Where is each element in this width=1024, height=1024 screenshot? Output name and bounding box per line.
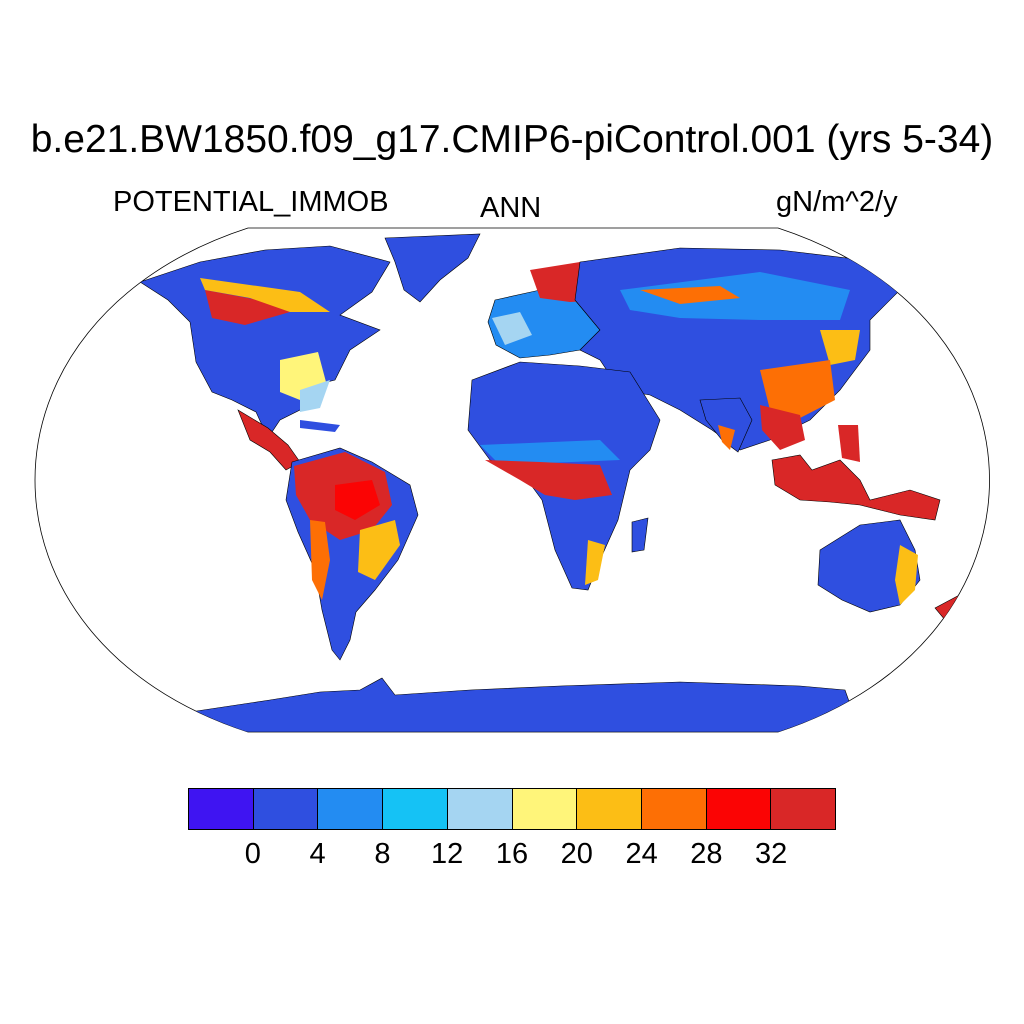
north-america-boreal-band (200, 278, 330, 312)
southeast-china (760, 360, 835, 418)
units-label: gN/m^2/y (776, 186, 898, 218)
amazon-core (335, 480, 380, 520)
greenland-region (384, 233, 481, 303)
colorbar-box (317, 788, 384, 830)
variable-label: POTENTIAL_IMMOB (113, 186, 389, 218)
colorbar-box (511, 788, 578, 830)
colorbar-box (640, 788, 707, 830)
colorbar (188, 788, 837, 830)
colorbar-box (446, 788, 513, 830)
colorbar-tick-label: 4 (309, 838, 326, 870)
colorbar-tick-label: 0 (244, 838, 261, 870)
colorbar-box (770, 788, 837, 830)
colorbar-tick-label: 28 (690, 838, 723, 870)
congo-basin (485, 460, 612, 500)
southeast-us (300, 380, 330, 412)
andes-band (310, 520, 330, 600)
indochina (760, 405, 805, 450)
colorbar-tick-label: 12 (431, 838, 464, 870)
philippines (838, 425, 860, 462)
colorbar-box (705, 788, 772, 830)
maritime-se-asia (771, 454, 941, 521)
colorbar-tick-label: 20 (560, 838, 593, 870)
western-europe (492, 312, 532, 345)
colorbar-tick-label: 8 (374, 838, 391, 870)
colorbar-box (382, 788, 448, 830)
colorbar-tick-label: 24 (625, 838, 658, 870)
colorbar-tick-label: 32 (755, 838, 788, 870)
india-southwest-coast (718, 425, 735, 450)
sahel-band (480, 440, 620, 465)
colorbar-box (188, 788, 254, 830)
colorbar-box (576, 788, 642, 830)
siberia-boreal-warm (640, 286, 740, 304)
plot-title: b.e21.BW1850.f09_g17.CMIP6-piControl.001… (30, 118, 994, 161)
southern-africa-east (585, 540, 605, 585)
colorbar-tick-label: 16 (495, 838, 529, 870)
colorbar-box (252, 788, 319, 830)
northeast-china (820, 330, 860, 365)
madagascar (631, 517, 649, 553)
southern-brazil (358, 520, 400, 580)
north-america-pacific-northwest (205, 290, 290, 325)
season-label: ANN (480, 192, 542, 224)
caribbean-islands (300, 420, 340, 432)
india-region (699, 397, 753, 453)
eastern-australia (895, 545, 918, 605)
